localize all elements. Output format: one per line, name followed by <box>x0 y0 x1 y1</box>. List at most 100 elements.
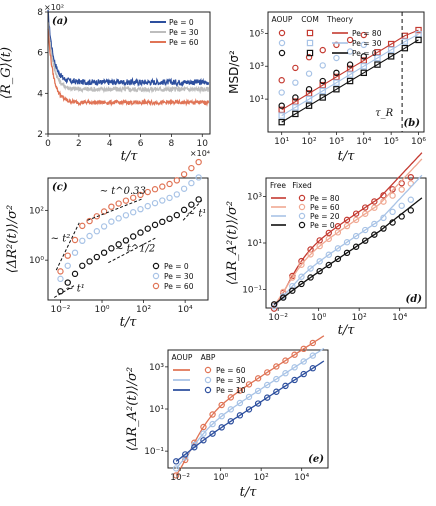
com-marker-b <box>346 71 354 78</box>
x-tick-label-b: 10³ <box>329 137 344 147</box>
x-tick-label-d: 10⁰ <box>311 313 326 323</box>
data-point-c <box>195 196 202 203</box>
aoup-marker-b <box>278 102 285 109</box>
abp-marker-e <box>172 465 180 472</box>
data-point-c <box>100 249 108 256</box>
fixed-marker-d <box>280 294 287 301</box>
series-line-a-0 <box>47 9 210 88</box>
com-marker-b <box>305 102 313 109</box>
x-tick-label-b: 10⁴ <box>356 137 371 147</box>
y-tick-label-d: 10³ <box>247 193 262 203</box>
fixed-marker-d <box>362 226 369 234</box>
data-point-c <box>57 275 64 283</box>
data-point-c <box>100 223 108 230</box>
annotation-c: ∼ t^1/2 <box>115 243 155 254</box>
panel-a-frame <box>47 11 211 135</box>
y-axis-label-e: ⟨ΔR_A²(t)⟩/σ² <box>125 367 140 451</box>
fixed-marker-d <box>352 232 360 240</box>
panel-label-c: (c) <box>52 182 68 193</box>
fixed-marker-d <box>380 198 387 205</box>
x-tick-label-a: 8 <box>169 139 175 149</box>
abp-marker-e <box>300 370 307 378</box>
fixed-marker-d <box>298 273 305 280</box>
aoup-marker-b <box>319 62 326 69</box>
data-point-c <box>151 221 159 229</box>
com-marker-b <box>387 53 395 60</box>
data-point-c <box>115 200 122 207</box>
abp-marker-e <box>172 458 180 465</box>
x-tick-label-e: 10⁴ <box>294 473 309 483</box>
y-tick-label-b: 10³ <box>249 62 264 72</box>
x-tick-label-d: 10⁴ <box>392 313 407 323</box>
com-marker-b <box>319 94 326 101</box>
data-point-c <box>159 183 166 190</box>
annotation-c: ∼ t¹ <box>65 283 85 294</box>
y-tick-label-b: 10⁵ <box>249 29 264 39</box>
panel-label-e: (e) <box>308 454 324 465</box>
com-marker-b <box>374 61 381 68</box>
legend-label-a: Pe = 0 <box>169 18 194 27</box>
x-tick-label-e: 10² <box>254 473 269 483</box>
aoup-marker-b <box>333 69 340 77</box>
fixed-marker-d <box>289 282 296 290</box>
legend-fixed-d <box>298 194 306 202</box>
x-axis-label-a: t/τ <box>121 149 139 164</box>
y-axis-label-c: ⟨ΔR²(t)⟩/σ² <box>5 205 20 273</box>
data-point-c <box>93 213 101 220</box>
fixed-marker-d <box>389 219 396 226</box>
aoup-marker-b <box>305 54 313 61</box>
x-tick-label-a: 0 <box>45 139 51 149</box>
aoup-marker-b <box>278 89 285 96</box>
legend-aoup-b <box>278 29 286 37</box>
fixed-marker-d <box>398 213 405 220</box>
abp-marker-e <box>264 369 271 376</box>
data-point-c <box>122 212 130 219</box>
abp-marker-e <box>300 345 307 353</box>
abp-marker-e <box>282 382 289 390</box>
fixed-marker-d <box>307 265 314 272</box>
panel-label-d: (d) <box>406 294 423 305</box>
x-tick-label-c: 10⁰ <box>94 305 109 315</box>
free-line-d-1 <box>273 158 423 306</box>
annotation-c: ∼ t^0.33 <box>100 186 146 197</box>
fixed-marker-d <box>325 235 332 243</box>
fixed-marker-d <box>316 258 323 265</box>
legend-header-e: AOUP <box>172 353 193 362</box>
legend-abp-e <box>204 376 212 384</box>
data-point-c <box>188 201 195 208</box>
data-point-c <box>71 270 79 278</box>
data-point-c <box>137 191 144 199</box>
legend-label-b: Pe = 0 <box>352 49 377 58</box>
legend-aoup-b <box>278 39 286 47</box>
fixed-marker-d <box>325 261 332 269</box>
fixed-marker-d <box>325 229 332 237</box>
abp-marker-e <box>200 423 207 431</box>
fixed-marker-d <box>389 186 396 193</box>
legend-header-b: AOUP <box>272 15 293 24</box>
y-tick-label-a: 6 <box>37 49 43 59</box>
y-axis-label-a: ⟨R_G⟩(t) <box>0 47 14 99</box>
x-multiplier-a: ×10⁴ <box>190 149 210 158</box>
fixed-marker-d <box>334 229 342 236</box>
x-tick-label-b: 10⁶ <box>411 137 426 147</box>
guide-line-c <box>108 237 157 264</box>
legend-label-c: Pe = 0 <box>164 262 189 271</box>
legend-fixed-d <box>298 203 306 211</box>
x-tick-label-a: 2 <box>76 139 82 149</box>
legend-label-e: Pe = 30 <box>216 376 246 385</box>
data-point-c <box>180 185 188 192</box>
fixed-marker-d <box>352 216 360 224</box>
abp-marker-e <box>264 381 271 389</box>
data-point-c <box>166 215 173 222</box>
fixed-marker-d <box>407 196 415 203</box>
abp-marker-e <box>227 394 234 401</box>
data-point-c <box>108 203 115 210</box>
fixed-marker-d <box>298 261 305 268</box>
legend-header-d: Fixed <box>292 181 312 190</box>
fixed-marker-d <box>343 222 351 230</box>
com-marker-b <box>415 26 422 34</box>
aoup-marker-b <box>360 31 367 39</box>
x-tick-label-c: 10² <box>136 305 151 315</box>
aoup-marker-b <box>305 86 313 93</box>
com-marker-b <box>319 87 326 95</box>
